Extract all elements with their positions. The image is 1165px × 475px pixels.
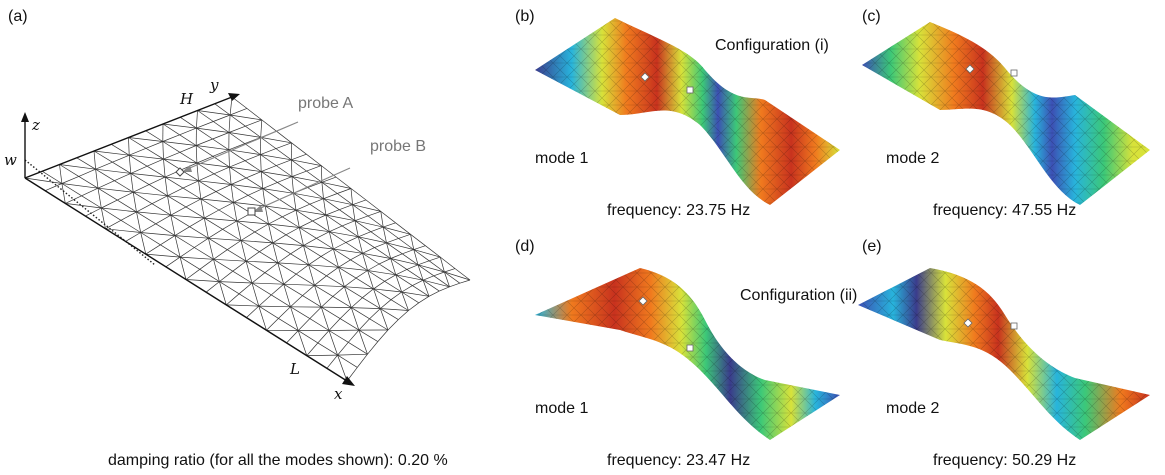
probe-a-marker — [965, 64, 975, 74]
probe-b-marker — [1010, 69, 1018, 77]
mode-surface-config-ii-mode-1 — [535, 268, 840, 440]
panel-label-c: (c) — [862, 8, 881, 25]
mode-surface-config-i-mode-1 — [535, 18, 840, 205]
panel-label-a: (a) — [8, 8, 28, 25]
mode-label-d: mode 1 — [535, 400, 589, 417]
axis-label-y: y — [210, 76, 219, 94]
frequency-label-c: frequency: 47.55 Hz — [933, 202, 1077, 219]
probe-a-marker — [963, 318, 973, 328]
probe-b-marker — [686, 344, 694, 352]
panel-label-b: (b) — [515, 8, 535, 25]
probe-b-marker — [247, 207, 256, 216]
configuration-i-label: Configuration (i) — [715, 37, 829, 54]
mode-label-e: mode 2 — [886, 400, 940, 417]
label-H: H — [180, 90, 194, 108]
frequency-label-b: frequency: 23.75 Hz — [607, 202, 751, 219]
probe-a-marker — [175, 167, 185, 177]
frequency-label-d: frequency: 23.47 Hz — [607, 452, 751, 469]
probe-b-leader — [255, 167, 351, 211]
z-axis-arrow — [21, 112, 29, 122]
panel-label-d: (d) — [515, 238, 535, 255]
probe-a-marker — [638, 296, 648, 306]
damping-ratio-label: damping ratio (for all the modes shown):… — [108, 452, 448, 469]
y-axis — [24, 96, 233, 179]
x-axis-arrow — [342, 376, 355, 386]
label-L: L — [290, 360, 300, 378]
probe-a-label: probe A — [298, 95, 354, 112]
probe-b-marker — [1010, 322, 1018, 330]
mode-label-b: mode 1 — [535, 150, 589, 167]
mode-surface-config-ii-mode-2 — [858, 268, 1150, 440]
probe-a-leader — [184, 121, 299, 171]
frequency-label-e: frequency: 50.29 Hz — [933, 452, 1077, 469]
axis-label-z: z — [32, 116, 40, 134]
y-axis-arrow — [228, 93, 240, 101]
mesh-grid — [24, 96, 471, 382]
mesh-diagram — [21, 93, 471, 386]
x-axis — [24, 177, 348, 382]
mode-label-c: mode 2 — [886, 150, 940, 167]
probe-b-marker — [686, 86, 694, 94]
label-w: w — [4, 151, 17, 169]
configuration-ii-label: Configuration (ii) — [740, 287, 858, 304]
probe-a-arrow — [182, 165, 192, 172]
mode-surface-config-i-mode-2 — [862, 22, 1150, 205]
probe-a-marker — [640, 72, 650, 82]
panel-label-e: (e) — [862, 238, 882, 255]
probe-b-label: probe B — [370, 138, 427, 155]
axis-label-x: x — [334, 385, 343, 403]
